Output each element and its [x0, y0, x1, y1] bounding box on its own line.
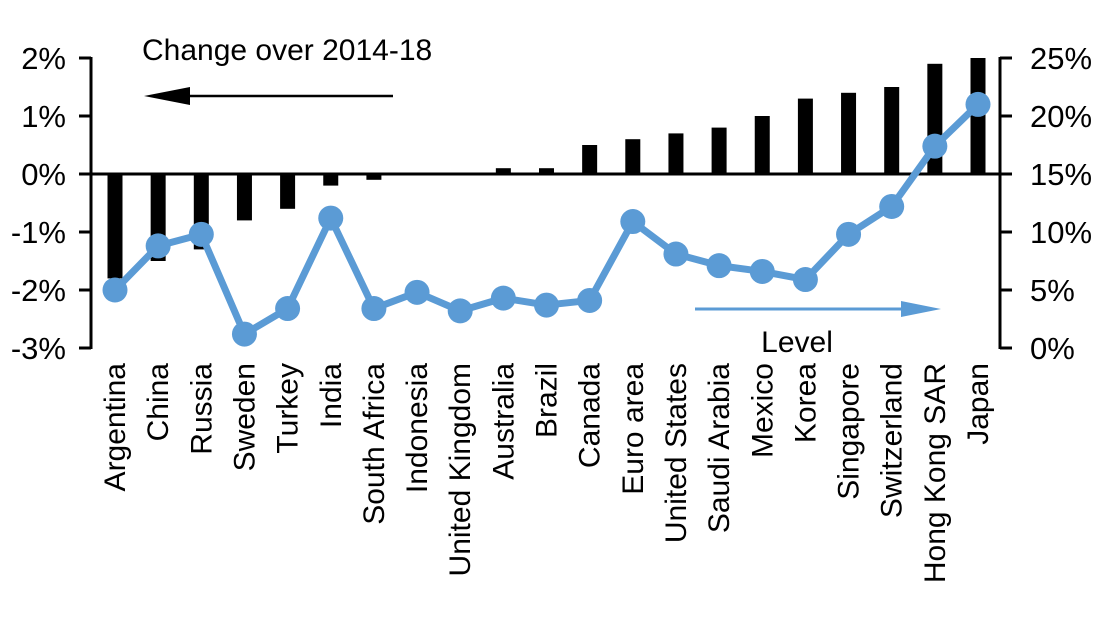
marker-india — [318, 205, 344, 231]
category-label-argentina: Argentina — [99, 363, 132, 492]
bar-switzerland — [884, 87, 900, 174]
marker-australia — [490, 285, 516, 311]
marker-south-africa — [361, 296, 387, 322]
bar-south-africa — [366, 174, 382, 180]
right-axis: 25% 20% 15% 10% 5% 0% — [998, 41, 1092, 366]
marker-korea — [792, 267, 818, 293]
category-label-united-kingdom: United Kingdom — [444, 363, 477, 576]
right-axis-tick-label: 15% — [1030, 157, 1092, 192]
marker-brazil — [534, 292, 559, 318]
marker-united-kingdom — [447, 298, 473, 324]
left-axis: 2% 1% 0% -1% -2% -3% — [11, 41, 93, 366]
bar-turkey — [280, 174, 296, 209]
category-label-korea: Korea — [789, 363, 822, 443]
bar-euro-area — [625, 139, 641, 174]
level-markers — [102, 91, 991, 347]
bar-brazil — [539, 168, 554, 174]
left-axis-tick-label: 2% — [21, 41, 66, 76]
marker-hong-kong-sar — [922, 133, 948, 159]
bar-india — [323, 174, 339, 186]
category-label-indonesia: Indonesia — [401, 363, 434, 493]
category-label-china: China — [142, 363, 175, 442]
category-label-south-africa: South Africa — [358, 363, 391, 525]
bar-canada — [582, 145, 598, 174]
category-label-united-states: United States — [660, 363, 693, 543]
category-label-mexico: Mexico — [746, 363, 779, 458]
category-label-saudi-arabia: Saudi Arabia — [703, 363, 736, 533]
category-label-japan: Japan — [962, 363, 995, 445]
category-label-australia: Australia — [487, 363, 520, 480]
category-label-euro-area: Euro area — [617, 363, 650, 495]
chart-canvas: 2% 1% 0% -1% -2% -3% 25% 20% 15% 10% 5% 0% Argentina… — [11, 41, 1092, 583]
marker-mexico — [749, 258, 775, 284]
marker-turkey — [275, 296, 301, 322]
marker-sweden — [231, 321, 257, 347]
bar-sweden — [236, 174, 252, 221]
right-axis-tick-label: 0% — [1030, 331, 1075, 366]
left-series-annotation-label: Change over 2014-18 — [142, 34, 432, 67]
marker-saudi-arabia — [706, 253, 732, 279]
category-label-russia: Russia — [185, 363, 218, 455]
marker-united-states — [663, 241, 689, 267]
marker-singapore — [836, 221, 862, 247]
left-axis-tick-label: -3% — [11, 331, 66, 366]
bars-series-change — [107, 58, 986, 279]
category-label-brazil: Brazil — [531, 363, 564, 438]
category-labels: Argentina China Russia Sweden Turkey India Sou… — [99, 363, 995, 583]
bar-mexico — [754, 116, 770, 174]
marker-canada — [577, 287, 603, 313]
marker-japan — [965, 91, 991, 117]
marker-argentina — [102, 277, 128, 303]
bar-singapore — [841, 92, 857, 174]
category-label-canada: Canada — [574, 363, 607, 468]
right-axis-tick-label: 20% — [1030, 99, 1092, 134]
marker-china — [145, 233, 171, 259]
right-series-annotation-label: Level — [761, 326, 833, 359]
bar-korea — [797, 98, 813, 174]
left-axis-tick-label: 1% — [21, 99, 66, 134]
marker-russia — [188, 221, 214, 247]
category-label-sweden: Sweden — [228, 363, 261, 471]
marker-euro-area — [620, 209, 646, 235]
bar-saudi-arabia — [711, 127, 727, 174]
category-label-singapore: Singapore — [833, 363, 866, 500]
right-axis-tick-label: 5% — [1030, 273, 1075, 308]
right-axis-tick-label: 25% — [1030, 41, 1092, 76]
left-series-annotation-group: Change over 2014-18 — [142, 34, 432, 105]
left-axis-tick-label: -2% — [11, 273, 66, 308]
left-axis-tick-label: 0% — [21, 157, 66, 192]
change-arrow-left-icon — [144, 87, 190, 105]
bar-argentina — [107, 174, 123, 279]
marker-indonesia — [404, 279, 430, 305]
category-label-hong-kong-sar: Hong Kong SAR — [919, 363, 952, 583]
level-arrow-right-icon — [901, 301, 941, 317]
category-label-switzerland: Switzerland — [876, 363, 909, 518]
category-label-turkey: Turkey — [272, 363, 305, 454]
right-series-annotation-group: Level — [695, 301, 941, 359]
marker-switzerland — [879, 193, 905, 219]
category-label-india: India — [315, 363, 348, 428]
bar-united-states — [668, 133, 684, 174]
right-axis-tick-label: 10% — [1030, 215, 1092, 250]
bar-australia — [495, 168, 511, 174]
left-axis-tick-label: -1% — [11, 215, 66, 250]
